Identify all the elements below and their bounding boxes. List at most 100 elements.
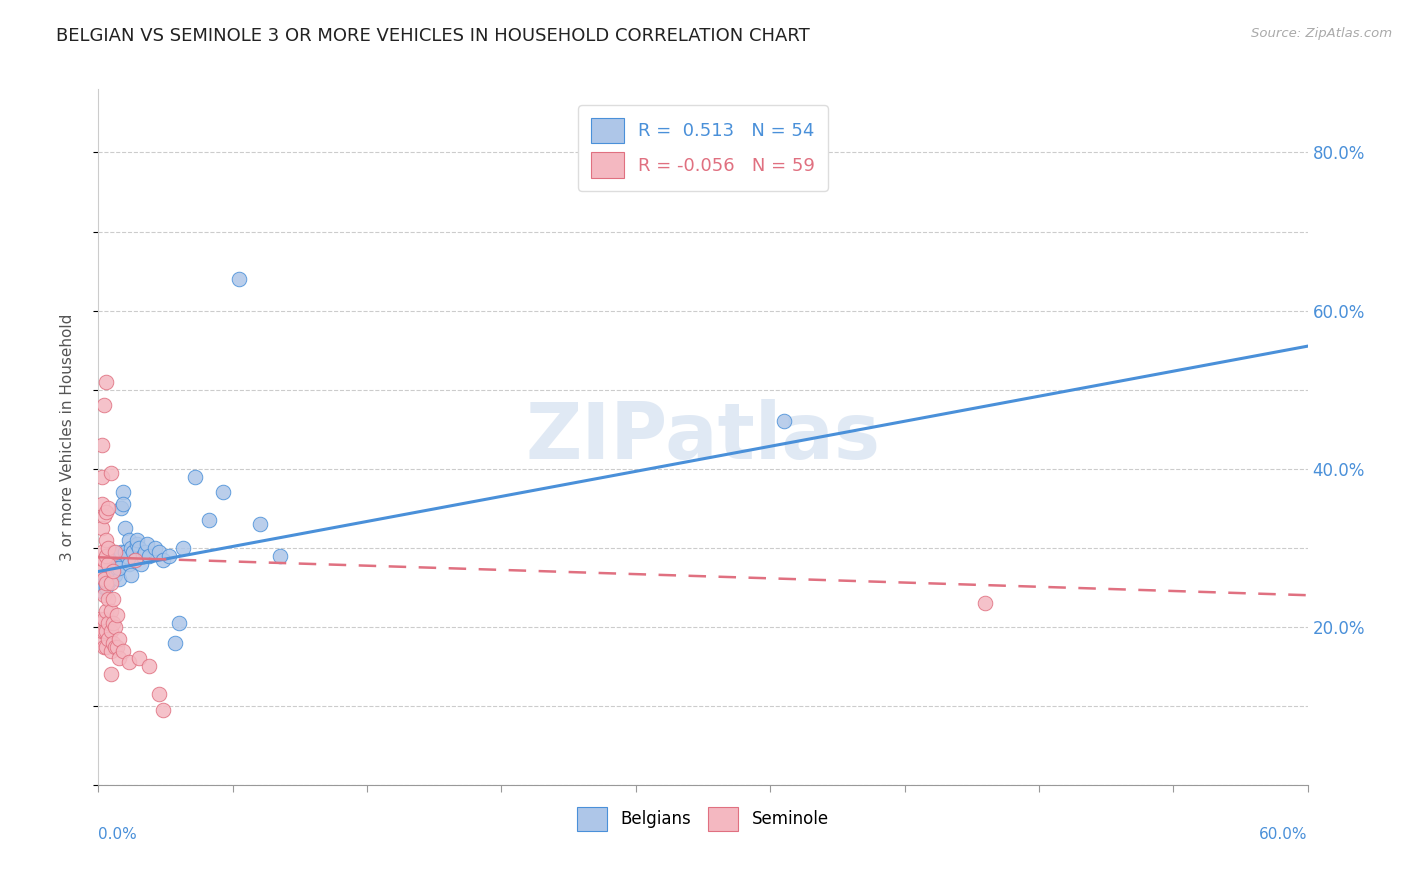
Point — [91, 469, 114, 483]
Point — [91, 565, 114, 579]
Point — [974, 596, 997, 610]
Point — [157, 549, 180, 563]
Point — [91, 568, 114, 582]
Point — [152, 703, 174, 717]
Point — [93, 624, 115, 638]
Point — [125, 533, 148, 547]
Point — [134, 545, 156, 559]
Point — [96, 533, 118, 547]
Point — [772, 414, 794, 428]
Point — [143, 541, 166, 555]
Point — [91, 615, 114, 630]
Point — [101, 565, 124, 579]
Point — [249, 516, 271, 531]
Point — [172, 541, 194, 555]
Point — [212, 485, 235, 500]
Point — [105, 560, 128, 574]
Point — [124, 552, 146, 566]
Point — [105, 640, 128, 654]
Point — [91, 521, 114, 535]
Point — [138, 549, 160, 563]
Point — [91, 584, 114, 599]
Point — [132, 549, 155, 563]
Point — [97, 566, 120, 580]
Point — [103, 560, 125, 574]
Point — [105, 607, 128, 622]
Point — [89, 612, 111, 626]
Point — [96, 580, 118, 594]
Point — [107, 573, 129, 587]
Point — [93, 509, 115, 524]
Point — [89, 632, 111, 646]
Point — [101, 552, 124, 566]
Point — [103, 568, 125, 582]
Point — [93, 580, 115, 594]
Point — [148, 687, 170, 701]
Point — [103, 640, 125, 654]
Point — [138, 659, 160, 673]
Point — [100, 643, 122, 657]
Point — [184, 469, 207, 483]
Point — [121, 545, 143, 559]
Point — [118, 656, 141, 670]
Point — [129, 557, 152, 571]
Text: Source: ZipAtlas.com: Source: ZipAtlas.com — [1251, 27, 1392, 40]
Text: BELGIAN VS SEMINOLE 3 OR MORE VEHICLES IN HOUSEHOLD CORRELATION CHART: BELGIAN VS SEMINOLE 3 OR MORE VEHICLES I… — [56, 27, 810, 45]
Point — [198, 513, 221, 527]
Point — [167, 615, 190, 630]
Point — [97, 576, 120, 591]
Point — [120, 568, 142, 582]
Point — [152, 552, 174, 566]
Point — [163, 635, 186, 649]
Point — [91, 497, 114, 511]
Point — [124, 552, 146, 566]
Point — [125, 537, 148, 551]
Point — [97, 592, 120, 607]
Point — [96, 576, 118, 591]
Point — [97, 632, 120, 646]
Point — [93, 399, 115, 413]
Point — [228, 272, 250, 286]
Point — [103, 545, 125, 559]
Point — [111, 485, 134, 500]
Point — [101, 615, 124, 630]
Point — [93, 552, 115, 566]
Point — [107, 560, 129, 574]
Point — [100, 466, 122, 480]
Point — [110, 545, 132, 559]
Point — [269, 549, 291, 563]
Point — [97, 615, 120, 630]
Point — [97, 501, 120, 516]
Point — [96, 505, 118, 519]
Point — [100, 667, 122, 681]
Point — [96, 604, 118, 618]
Point — [148, 545, 170, 559]
Point — [111, 643, 134, 657]
Point — [135, 537, 157, 551]
Point — [93, 588, 115, 602]
Text: ZIPatlas: ZIPatlas — [526, 399, 880, 475]
Point — [91, 624, 114, 638]
Point — [89, 624, 111, 638]
Point — [91, 545, 114, 559]
Point — [128, 651, 150, 665]
Point — [96, 624, 118, 638]
Point — [91, 438, 114, 452]
Point — [114, 521, 136, 535]
Point — [89, 576, 111, 591]
Legend: Belgians, Seminole: Belgians, Seminole — [569, 799, 837, 839]
Point — [100, 573, 122, 587]
Point — [96, 549, 118, 563]
Point — [103, 620, 125, 634]
Point — [89, 557, 111, 571]
Text: 60.0%: 60.0% — [1260, 827, 1308, 842]
Point — [96, 375, 118, 389]
Point — [101, 592, 124, 607]
Point — [96, 573, 118, 587]
Point — [100, 576, 122, 591]
Point — [93, 568, 115, 582]
Point — [100, 624, 122, 638]
Point — [105, 552, 128, 566]
Point — [93, 573, 115, 587]
Point — [118, 533, 141, 547]
